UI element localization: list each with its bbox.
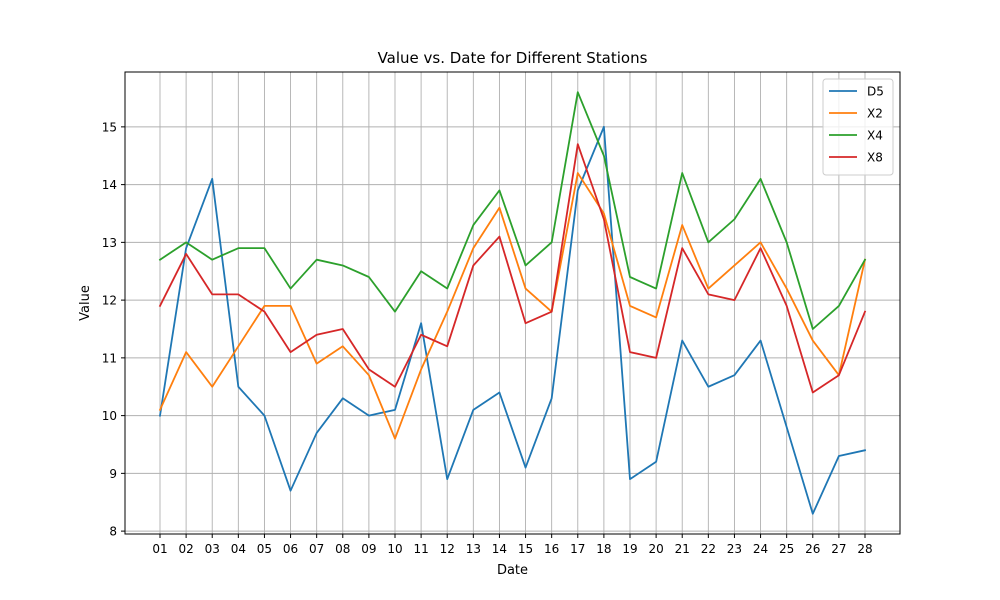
x-tick-label: 14 [492, 542, 507, 556]
x-tick-label: 03 [205, 542, 220, 556]
x-tick-label: 06 [283, 542, 298, 556]
series-line-x2 [158, 172, 867, 440]
x-tick-label: 26 [805, 542, 820, 556]
grid [125, 72, 900, 534]
y-tick-label: 13 [102, 236, 117, 250]
legend-label-x2: X2 [867, 107, 883, 121]
legend: D5 X2 X4 X8 [822, 78, 894, 176]
x-tick-label: 04 [231, 542, 246, 556]
x-tick-label: 18 [596, 542, 611, 556]
legend-box [822, 78, 894, 176]
y-tick-label: 8 [109, 525, 117, 539]
series-lines [158, 91, 867, 515]
x-axis-label: Date [497, 563, 528, 578]
legend-label-d5: D5 [867, 85, 884, 99]
series-line-d5 [158, 125, 867, 515]
x-tick-label: 23 [727, 542, 742, 556]
x-tick-label: 10 [387, 542, 402, 556]
x-tick-label: 28 [857, 542, 872, 556]
x-tick-label: 08 [335, 542, 350, 556]
x-tick-label: 07 [309, 542, 324, 556]
x-tick-label: 20 [648, 542, 663, 556]
x-tick-label: 02 [178, 542, 193, 556]
y-tick-label: 9 [109, 467, 117, 481]
x-tick-label: 15 [518, 542, 533, 556]
x-tick-label: 05 [257, 542, 272, 556]
x-tick-label: 13 [466, 542, 481, 556]
y-tick-label: 14 [102, 178, 117, 192]
x-tick-label: 22 [701, 542, 716, 556]
series-line-x8 [158, 143, 867, 394]
x-tick-label: 25 [779, 542, 794, 556]
x-tick-label: 24 [753, 542, 768, 556]
x-tick-label: 11 [413, 542, 428, 556]
x-tick-label: 16 [544, 542, 559, 556]
y-tick-label: 11 [102, 351, 117, 365]
x-tick-label: 19 [622, 542, 637, 556]
series-line-x4 [158, 91, 867, 330]
y-tick-label: 10 [102, 409, 117, 423]
y-tick-label: 15 [102, 120, 117, 134]
axis-ticks: 01 02 03 04 05 06 07 08 09 10 11 12 13 14 15 16 17 18 19 20… [102, 120, 873, 556]
legend-label-x4: X4 [867, 129, 883, 143]
x-tick-label: 01 [152, 542, 167, 556]
x-tick-label: 21 [675, 542, 690, 556]
y-axis-label: Value [78, 285, 93, 321]
x-tick-label: 27 [831, 542, 846, 556]
legend-label-x8: X8 [867, 151, 883, 165]
x-tick-label: 12 [440, 542, 455, 556]
y-tick-label: 12 [102, 294, 117, 308]
chart-title: Value vs. Date for Different Stations [378, 49, 648, 67]
x-tick-label: 17 [570, 542, 585, 556]
x-tick-label: 09 [361, 542, 376, 556]
plot-area-frame [124, 71, 901, 535]
